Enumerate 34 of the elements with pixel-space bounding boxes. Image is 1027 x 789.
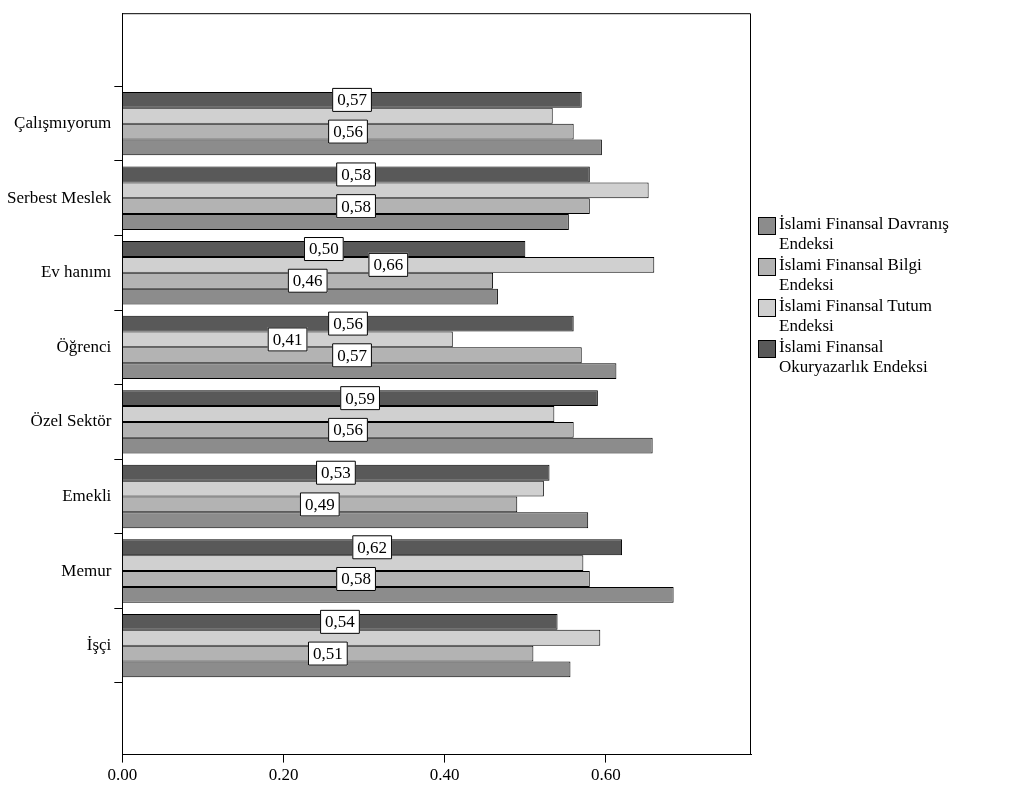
data-label: 0,53 bbox=[321, 463, 351, 483]
x-tick-label: 0.60 bbox=[591, 765, 621, 785]
x-tick-label: 0.20 bbox=[268, 765, 299, 785]
data-label: 0,56 bbox=[333, 420, 363, 440]
data-label: 0,46 bbox=[292, 271, 323, 291]
data-label: 0,57 bbox=[337, 90, 368, 110]
legend-label: İslami Finansal Tutum Endeksi bbox=[779, 296, 934, 336]
data-label: 0,50 bbox=[308, 239, 339, 259]
y-tick-label: Özel Sektör bbox=[30, 411, 112, 431]
legend-label: İslami Finansal Bilgi Endeksi bbox=[779, 255, 923, 295]
x-tick-label: 0.00 bbox=[107, 765, 138, 785]
data-label: 0,58 bbox=[341, 196, 371, 216]
y-tick-label: İşçi bbox=[86, 635, 112, 655]
y-tick-label: Öğrenci bbox=[56, 336, 112, 356]
data-label: 0,58 bbox=[341, 164, 371, 184]
y-tick-label: Ev hanımı bbox=[40, 262, 112, 282]
data-label: 0,59 bbox=[345, 388, 375, 408]
data-label: 0,62 bbox=[357, 537, 388, 557]
legend-label: İslami Finansal Okuryazarlık Endeksi bbox=[779, 337, 929, 377]
y-tick-label: Memur bbox=[61, 560, 112, 580]
y-tick-label: Çalışmıyorum bbox=[14, 113, 112, 133]
legend-label: İslami Finansal Davranış Endeksi bbox=[779, 214, 950, 254]
data-label: 0,54 bbox=[325, 612, 356, 632]
y-tick-label: Serbest Meslek bbox=[7, 187, 112, 207]
x-tick-label: 0.40 bbox=[429, 765, 460, 785]
y-tick-label: Emekli bbox=[62, 485, 112, 505]
data-label: 0,57 bbox=[337, 345, 368, 365]
data-label: 0,58 bbox=[341, 569, 371, 589]
data-label: 0,56 bbox=[333, 314, 363, 334]
data-label: 0,41 bbox=[272, 329, 303, 349]
data-label: 0,51 bbox=[312, 644, 343, 664]
data-label: 0,66 bbox=[373, 255, 404, 275]
data-label: 0,56 bbox=[333, 122, 363, 142]
data-label: 0,49 bbox=[304, 494, 335, 514]
